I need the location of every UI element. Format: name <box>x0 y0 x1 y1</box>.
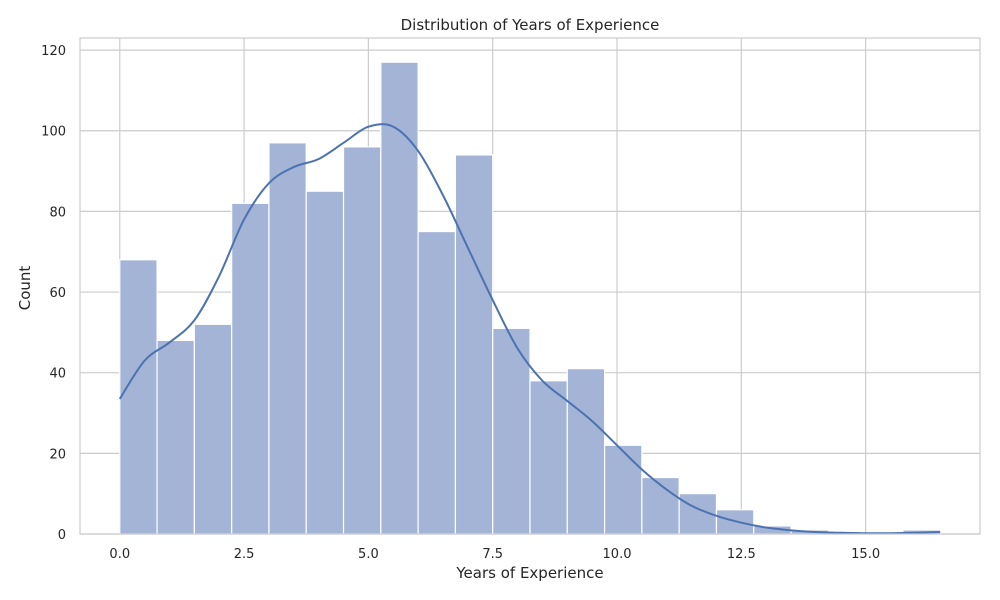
histogram-bar <box>305 190 345 535</box>
chart-title: Distribution of Years of Experience <box>401 16 660 34</box>
histogram-bar <box>603 444 643 535</box>
y-tick-label: 40 <box>49 367 66 382</box>
histogram-bar <box>454 154 494 535</box>
y-tick-label: 60 <box>49 286 66 301</box>
histogram-bar <box>193 323 233 535</box>
histogram-bar <box>156 339 195 535</box>
x-tick-label: 0.0 <box>109 547 130 562</box>
x-tick-label: 15.0 <box>851 547 880 562</box>
x-tick-labels: 0.0 2.5 5.0 7.5 10.0 12.5 15.0 <box>109 547 880 562</box>
histogram-bar <box>342 146 382 535</box>
x-tick-label: 12.5 <box>727 547 756 562</box>
histogram-bar <box>641 476 680 535</box>
y-tick-label: 120 <box>41 44 66 59</box>
y-tick-label: 80 <box>49 205 66 220</box>
histogram-bar <box>380 61 419 535</box>
x-tick-label: 2.5 <box>234 547 255 562</box>
histogram-bars <box>119 61 941 535</box>
histogram-bar <box>268 142 307 535</box>
y-tick-label: 20 <box>49 447 66 462</box>
histogram-bar <box>417 230 457 535</box>
histogram-bar <box>566 368 606 535</box>
histogram-bar <box>492 327 531 535</box>
y-tick-labels: 0 20 40 60 80 100 120 <box>41 44 66 543</box>
histogram-bar <box>529 380 568 535</box>
histogram-bar <box>119 259 158 535</box>
kde-curve <box>118 123 941 535</box>
x-axis-title: Years of Experience <box>455 564 603 582</box>
x-tick-label: 5.0 <box>358 547 379 562</box>
y-tick-label: 100 <box>41 125 66 140</box>
y-axis-title: Count <box>16 266 34 311</box>
histogram-bar <box>231 202 270 535</box>
x-tick-label: 7.5 <box>482 547 503 562</box>
y-tick-label: 0 <box>58 528 66 543</box>
kde-curve-group <box>118 123 941 535</box>
plot-frame <box>79 37 981 535</box>
x-tick-label: 10.0 <box>603 547 632 562</box>
